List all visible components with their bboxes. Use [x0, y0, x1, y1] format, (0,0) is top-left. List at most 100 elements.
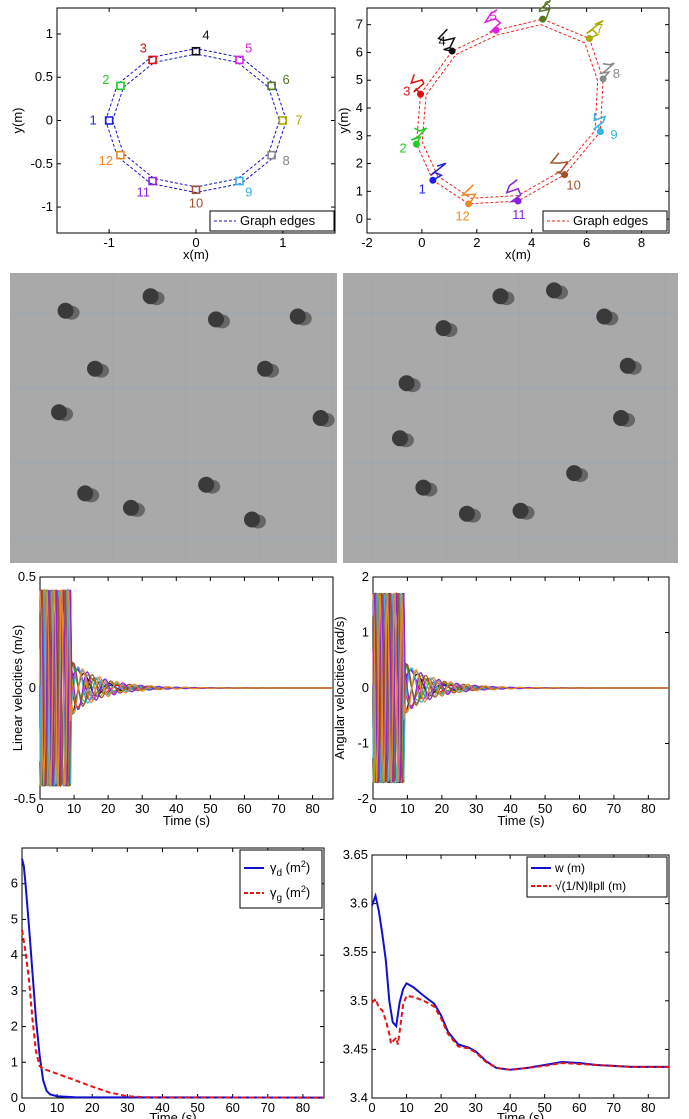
y-tick-label: 3.45 [343, 1041, 368, 1056]
x-tick-label: 60 [237, 801, 251, 816]
robot [546, 282, 563, 299]
y-tick-label: 0 [356, 211, 363, 226]
robot-marker [412, 140, 420, 148]
x-tick-label: -2 [361, 235, 373, 250]
robot [51, 404, 68, 421]
series-line [371, 994, 669, 1071]
robot-marker [417, 90, 425, 98]
y-tick-label: 1 [11, 1054, 18, 1069]
x-tick-label: 40 [503, 801, 517, 816]
robot-marker [148, 55, 157, 65]
robot-marker [465, 200, 473, 208]
robot-label: 5 [490, 9, 497, 24]
plot-frame [56, 7, 336, 234]
y-tick-label: 0 [362, 680, 369, 695]
legend-label: Graph edges [240, 213, 316, 228]
x-tick-label: 0 [18, 1100, 25, 1115]
x-tick-label: 0 [418, 235, 425, 250]
x-tick-label: 80 [641, 1100, 655, 1115]
robot-label: 4 [438, 33, 445, 48]
robot-label: 2 [400, 141, 407, 156]
robot-marker [514, 197, 522, 205]
x-tick-label: 50 [190, 1100, 204, 1115]
robot [512, 502, 529, 519]
x-tick-label: -1 [103, 235, 115, 250]
y-tick-label: 2 [11, 1019, 18, 1034]
y-tick-label: 5 [356, 72, 363, 87]
robot [243, 511, 260, 528]
x-tick-label: 0 [36, 801, 43, 816]
x-tick-label: 1 [279, 235, 286, 250]
y-tick-label: 3.4 [350, 1090, 368, 1105]
x-axis-label: Time (s) [497, 1110, 544, 1119]
x-axis-label: Time (s) [163, 813, 210, 828]
graph-edge [421, 24, 599, 199]
robot-label: 6 [544, 0, 551, 13]
y-tick-label: 6 [356, 44, 363, 59]
robot-trail [549, 152, 570, 176]
robot-marker [596, 128, 604, 136]
x-tick-label: 40 [503, 1100, 517, 1115]
y-tick-label: 3.65 [343, 847, 368, 862]
x-tick-label: 0 [369, 801, 376, 816]
robot [289, 308, 306, 325]
robot-marker [539, 15, 547, 23]
x-tick-label: 20 [101, 801, 115, 816]
x-tick-label: 60 [572, 801, 586, 816]
y-tick-label: 1 [362, 625, 369, 640]
legend-label: Graph edges [573, 213, 649, 228]
y-tick-label: 0 [29, 680, 36, 695]
robot-label: 2 [102, 72, 109, 87]
legend-box [542, 210, 668, 232]
y-tick-label: 1 [356, 183, 363, 198]
robot [142, 288, 159, 305]
x-tick-label: 10 [50, 1100, 64, 1115]
robot-trail [586, 20, 604, 40]
robot [613, 410, 630, 426]
gamma-plot: 0 10 20 30 40 50 60 70 80 0 1 2 3 4 5 6 Time (s) γd (m2)γ… [11, 847, 325, 1119]
velocity-series [372, 593, 669, 783]
robot-photo-left [10, 273, 337, 563]
robot-label: 9 [610, 127, 617, 142]
robot-marker [278, 116, 288, 125]
robot-marker [492, 26, 500, 34]
y-tick-label: -1 [357, 736, 369, 751]
robot-marker [116, 150, 125, 160]
x-tick-label: 30 [468, 1100, 482, 1115]
robot-label: 10 [189, 196, 203, 211]
x-tick-label: 60 [572, 1100, 586, 1115]
robot-trail [411, 127, 428, 145]
robot-marker [585, 35, 593, 43]
legend-box [209, 210, 335, 232]
x-tick-label: 80 [641, 801, 655, 816]
robot-label: 6 [283, 72, 290, 87]
robot-marker [267, 150, 276, 160]
y-tick-label: 4 [11, 947, 18, 962]
y-tick-label: 0.5 [35, 69, 53, 84]
x-tick-label: 50 [537, 1100, 551, 1115]
y-tick-label: -2 [357, 791, 369, 806]
y-tick-label: 3 [356, 128, 363, 143]
x-tick-label: 10 [399, 1100, 413, 1115]
robot [312, 410, 329, 426]
x-tick-label: 70 [271, 801, 285, 816]
x-tick-label: 60 [225, 1100, 239, 1115]
legend-box [239, 849, 323, 909]
y-tick-label: 3.55 [343, 944, 368, 959]
x-tick-label: 20 [435, 801, 449, 816]
angular-velocity-plot: 0 10 20 30 40 50 60 70 80 -2 -1 0 1 2 Time (s) Angular … [332, 569, 670, 828]
robot-label: 11 [137, 184, 151, 199]
robot-trail [599, 62, 615, 80]
x-tick-label: 50 [538, 801, 552, 816]
legend: Graph edges [542, 210, 668, 232]
robot-trail [437, 28, 456, 52]
x-tick-label: 30 [135, 801, 149, 816]
robot [619, 357, 636, 374]
robot [77, 485, 94, 502]
x-tick-label: 2 [473, 235, 480, 250]
robot [492, 288, 509, 305]
robot-label: 7 [295, 113, 302, 128]
x-tick-label: 40 [169, 801, 183, 816]
robot-label: 12 [455, 208, 469, 223]
robot-marker [599, 75, 607, 83]
